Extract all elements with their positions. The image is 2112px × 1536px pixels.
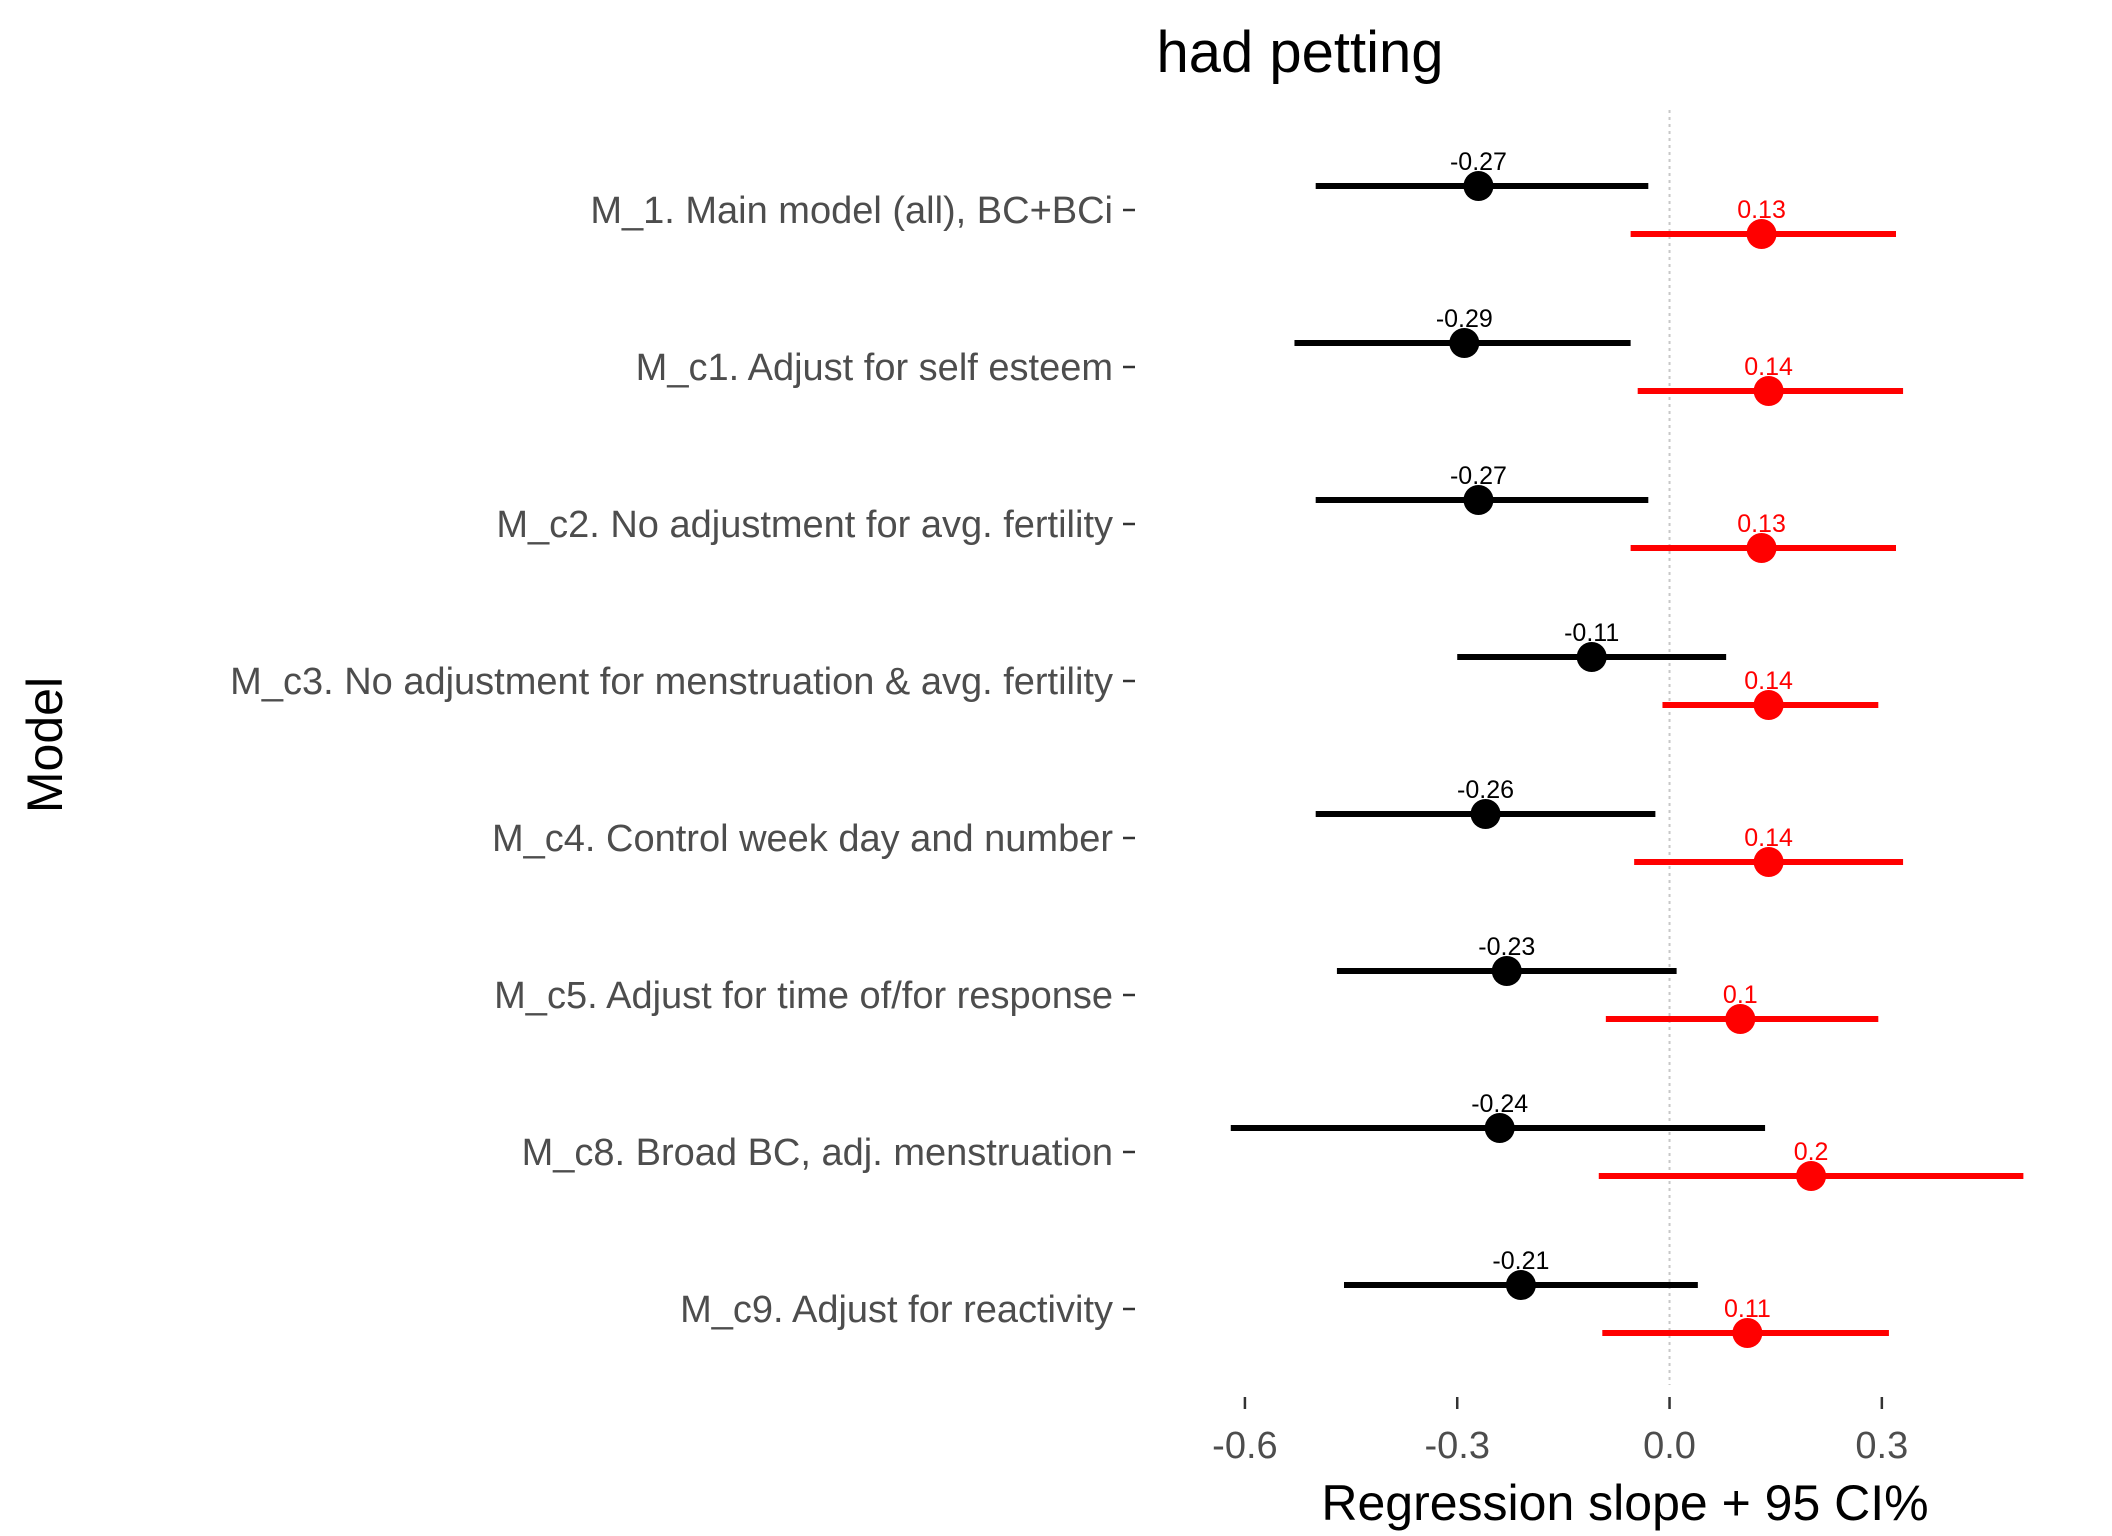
data-label: -0.27 — [1450, 462, 1507, 490]
estimate-point — [1463, 171, 1494, 201]
category-label: M_c3. No adjustment for menstruation & a… — [230, 661, 1113, 703]
x-tick-label: -0.6 — [1212, 1425, 1277, 1467]
estimate-point — [1732, 1318, 1763, 1348]
data-label: -0.27 — [1450, 148, 1507, 176]
category-label: M_c9. Adjust for reactivity — [680, 1289, 1113, 1331]
category-label: M_c5. Adjust for time of/for response — [494, 975, 1113, 1017]
estimate-point — [1753, 690, 1784, 720]
x-axis-title: Regression slope + 95 CI% — [1321, 1475, 1928, 1531]
x-tick-label: 0.3 — [1855, 1425, 1908, 1467]
x-tick-label: 0.0 — [1643, 1425, 1696, 1467]
data-label: -0.29 — [1436, 305, 1493, 333]
category-label: M_1. Main model (all), BC+BCi — [590, 190, 1113, 232]
category-label: M_c4. Control week day and number — [492, 818, 1113, 860]
data-label: 0.2 — [1794, 1138, 1829, 1166]
data-label: 0.11 — [1724, 1295, 1771, 1323]
data-label: -0.26 — [1457, 776, 1514, 804]
estimate-point — [1753, 847, 1784, 877]
estimate-point — [1470, 799, 1501, 829]
data-label: -0.24 — [1471, 1090, 1528, 1118]
data-label: 0.14 — [1744, 353, 1793, 381]
estimate-point — [1484, 1113, 1515, 1143]
plot-area: -0.6 -0.3 0.0 0.3 M_1. Main model (all), BC+… — [230, 110, 2024, 1467]
estimate-point — [1491, 956, 1522, 986]
x-tick-label: -0.3 — [1424, 1425, 1489, 1467]
data-label: 0.1 — [1723, 981, 1758, 1009]
estimate-point — [1463, 485, 1494, 515]
data-label: -0.11 — [1564, 619, 1619, 647]
estimate-point — [1753, 376, 1784, 406]
estimate-point — [1746, 219, 1777, 249]
chart-title: had petting — [1156, 20, 1443, 85]
category-label: M_c2. No adjustment for avg. fertility — [496, 504, 1113, 546]
data-label: 0.13 — [1737, 196, 1786, 224]
estimate-point — [1449, 328, 1480, 358]
data-label: -0.23 — [1478, 933, 1535, 961]
estimate-point — [1576, 642, 1607, 672]
estimate-point — [1796, 1161, 1827, 1191]
estimate-point — [1505, 1270, 1536, 1300]
category-label: M_c1. Adjust for self esteem — [636, 347, 1113, 389]
data-label: 0.14 — [1744, 824, 1793, 852]
data-label: -0.21 — [1492, 1247, 1549, 1275]
y-axis-title: Model — [17, 677, 73, 813]
data-label: 0.13 — [1737, 510, 1786, 538]
category-label: M_c8. Broad BC, adj. menstruation — [522, 1132, 1113, 1174]
data-label: 0.14 — [1744, 667, 1793, 695]
estimate-point — [1746, 533, 1777, 563]
estimate-point — [1725, 1004, 1756, 1034]
